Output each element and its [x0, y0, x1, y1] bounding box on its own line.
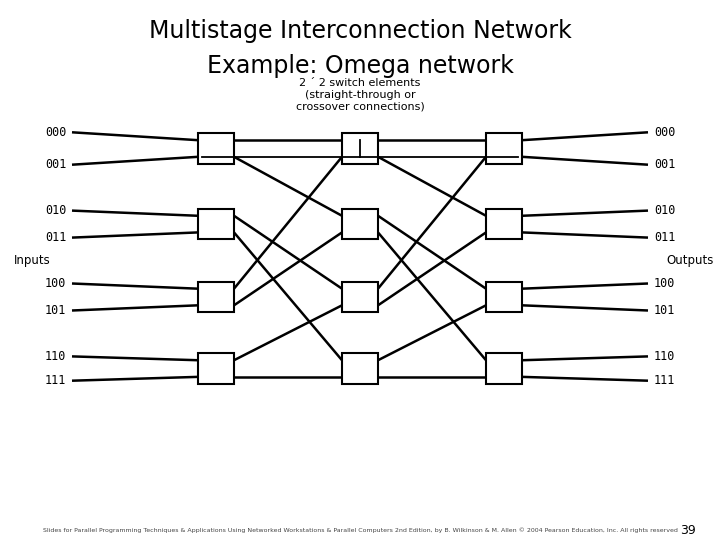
Text: Slides for Parallel Programming Techniques & Applications Using Networked Workst: Slides for Parallel Programming Techniqu…	[42, 528, 678, 533]
Bar	[486, 133, 522, 164]
Text: Multistage Interconnection Network: Multistage Interconnection Network	[148, 19, 572, 43]
Text: Inputs: Inputs	[14, 254, 51, 267]
Text: 011: 011	[45, 231, 66, 244]
Text: 000: 000	[654, 126, 675, 139]
Text: Example: Omega network: Example: Omega network	[207, 54, 513, 78]
Bar	[342, 282, 378, 312]
Bar	[486, 354, 522, 383]
Text: 111: 111	[654, 374, 675, 387]
Text: 010: 010	[654, 204, 675, 217]
Text: Outputs: Outputs	[666, 254, 714, 267]
Bar	[198, 354, 234, 383]
Bar	[486, 282, 522, 312]
Text: 100: 100	[45, 277, 66, 290]
Bar	[198, 282, 234, 312]
Text: 001: 001	[45, 158, 66, 171]
Text: 101: 101	[45, 304, 66, 317]
Text: 110: 110	[45, 350, 66, 363]
Text: 101: 101	[654, 304, 675, 317]
Text: 001: 001	[654, 158, 675, 171]
Text: 000: 000	[45, 126, 66, 139]
Bar	[486, 209, 522, 239]
Text: 100: 100	[654, 277, 675, 290]
Bar	[342, 354, 378, 383]
Bar	[198, 209, 234, 239]
Text: 111: 111	[45, 374, 66, 387]
Text: 011: 011	[654, 231, 675, 244]
Bar	[342, 133, 378, 164]
Text: 2 ´ 2 switch elements
(straight-through or
crossover connections): 2 ´ 2 switch elements (straight-through …	[296, 78, 424, 111]
Bar	[198, 133, 234, 164]
Bar	[342, 209, 378, 239]
Text: 110: 110	[654, 350, 675, 363]
Text: 39: 39	[680, 524, 696, 537]
Text: 010: 010	[45, 204, 66, 217]
